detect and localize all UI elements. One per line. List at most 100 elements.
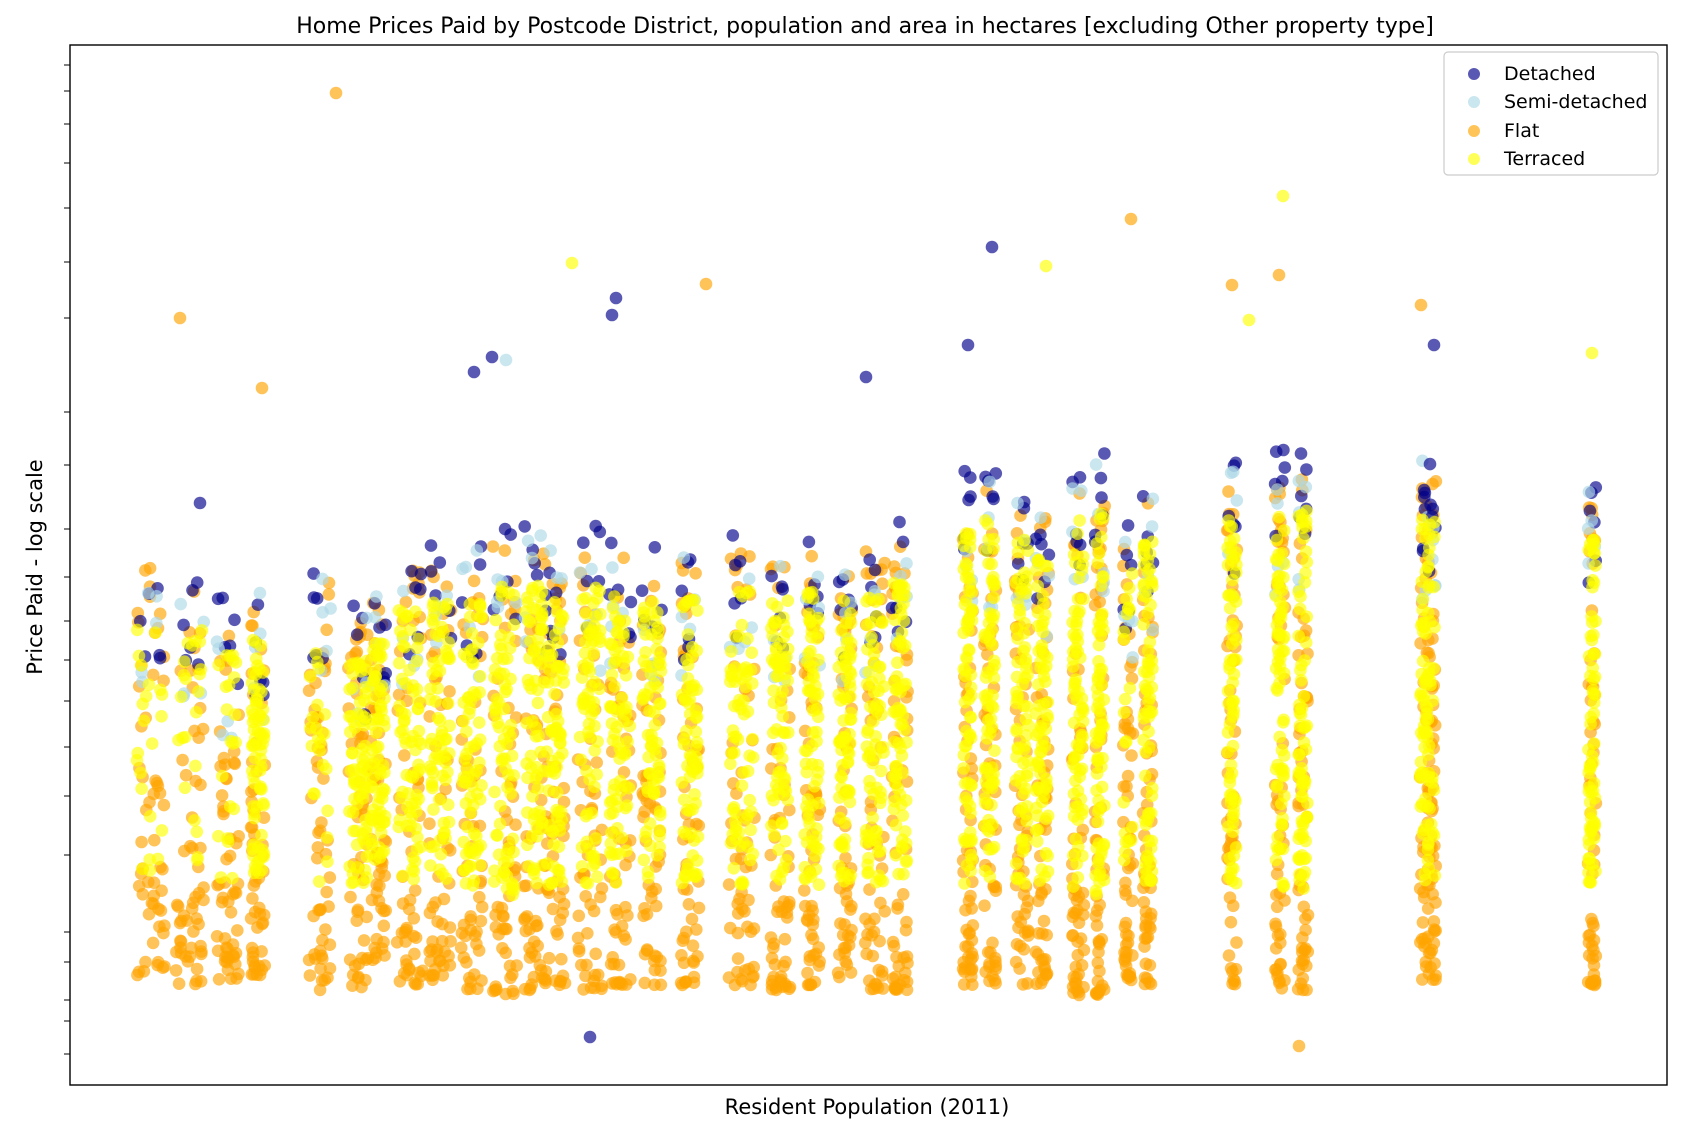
data-point-terraced bbox=[1029, 707, 1043, 720]
data-point-terraced bbox=[348, 721, 362, 734]
data-point-terraced bbox=[427, 803, 440, 816]
data-point-terraced bbox=[367, 770, 381, 783]
data-point-terraced bbox=[498, 702, 511, 716]
data-point-terraced bbox=[1229, 795, 1242, 808]
data-point-terraced bbox=[1142, 807, 1156, 820]
data-point-flat bbox=[1010, 938, 1024, 951]
data-point-terraced bbox=[1270, 533, 1284, 547]
data-point-flat bbox=[400, 954, 413, 967]
data-point-terraced bbox=[867, 656, 881, 670]
data-point-terraced bbox=[229, 736, 242, 749]
data-point-semi-detached bbox=[150, 616, 163, 630]
data-point-detached bbox=[648, 541, 662, 554]
data-point-terraced bbox=[895, 578, 909, 591]
data-point-terraced bbox=[773, 873, 787, 886]
data-point-flat bbox=[966, 919, 980, 932]
data-point-terraced bbox=[441, 697, 455, 710]
data-point-terraced bbox=[371, 713, 385, 726]
data-point-flat bbox=[957, 978, 971, 991]
data-point-terraced bbox=[1075, 728, 1089, 742]
data-point-terraced bbox=[1126, 820, 1139, 834]
data-point-terraced bbox=[1276, 842, 1290, 856]
data-point-flat bbox=[840, 958, 854, 971]
data-point-terraced bbox=[774, 691, 788, 704]
data-point-terraced bbox=[1070, 615, 1084, 628]
data-point-terraced bbox=[309, 647, 323, 660]
data-point-terraced bbox=[1013, 871, 1027, 885]
data-point-terraced bbox=[866, 756, 879, 770]
data-point-terraced bbox=[605, 866, 619, 880]
data-point-terraced bbox=[1298, 852, 1311, 866]
data-point-terraced bbox=[779, 784, 793, 798]
data-point-terraced bbox=[961, 795, 974, 808]
data-point-terraced bbox=[1011, 572, 1025, 586]
data-point-terraced bbox=[686, 849, 700, 862]
data-point-flat bbox=[317, 772, 330, 785]
data-point-terraced bbox=[188, 814, 201, 827]
data-point-terraced bbox=[398, 640, 412, 654]
data-point-terraced bbox=[896, 766, 909, 780]
data-point-flat bbox=[734, 852, 748, 866]
data-point-terraced bbox=[321, 804, 334, 818]
plot-area-frame bbox=[69, 44, 1668, 1086]
data-point-terraced bbox=[474, 839, 488, 852]
data-point-flat bbox=[518, 982, 532, 996]
data-point-semi-detached bbox=[499, 353, 513, 367]
data-point-terraced bbox=[837, 594, 851, 608]
data-point-detached bbox=[153, 648, 166, 662]
data-point-terraced bbox=[1137, 711, 1151, 725]
data-point-semi-detached bbox=[534, 529, 547, 542]
data-point-flat bbox=[1090, 919, 1104, 932]
data-point-terraced bbox=[615, 691, 629, 705]
data-point-flat bbox=[147, 876, 161, 889]
legend-label-flat: Flat bbox=[1504, 120, 1539, 142]
data-point-terraced bbox=[343, 805, 356, 818]
data-point-terraced bbox=[1122, 581, 1136, 595]
data-point-terraced bbox=[1068, 682, 1081, 696]
data-point-terraced bbox=[506, 888, 519, 902]
data-point-terraced bbox=[1031, 823, 1044, 837]
data-point-terraced bbox=[877, 680, 891, 693]
data-point-flat bbox=[1296, 931, 1309, 944]
data-point-terraced bbox=[1225, 588, 1238, 601]
data-point-flat bbox=[194, 939, 207, 953]
data-point-semi-detached bbox=[370, 590, 383, 603]
data-point-terraced bbox=[143, 864, 157, 877]
data-point-terraced bbox=[893, 788, 907, 802]
data-point-terraced bbox=[583, 695, 596, 708]
data-point-terraced bbox=[1145, 681, 1159, 694]
data-point-flat bbox=[440, 580, 454, 593]
data-point-terraced bbox=[1297, 721, 1311, 735]
data-point-terraced bbox=[307, 787, 320, 800]
data-point-terraced bbox=[306, 710, 320, 724]
data-point-terraced bbox=[801, 591, 815, 604]
data-point-terraced bbox=[1295, 790, 1308, 803]
data-point-terraced bbox=[378, 784, 391, 797]
data-point-terraced bbox=[372, 682, 386, 695]
data-point-terraced bbox=[504, 718, 518, 732]
data-point-flat bbox=[184, 839, 197, 853]
data-point-terraced bbox=[900, 736, 913, 749]
data-point-flat bbox=[1022, 924, 1035, 937]
data-point-terraced bbox=[684, 750, 698, 764]
data-point-flat bbox=[155, 884, 168, 897]
data-point-terraced bbox=[1140, 849, 1154, 863]
data-point-terraced bbox=[615, 831, 629, 844]
data-point-flat bbox=[589, 947, 602, 961]
data-point-terraced bbox=[1273, 659, 1287, 673]
data-point-terraced bbox=[134, 659, 148, 672]
data-point-terraced bbox=[957, 662, 970, 676]
data-point-terraced bbox=[1030, 835, 1044, 848]
data-point-terraced bbox=[396, 869, 409, 883]
data-point-flat bbox=[1093, 964, 1106, 978]
data-point-terraced bbox=[1272, 510, 1286, 524]
data-point-flat bbox=[765, 974, 779, 988]
data-point-flat bbox=[878, 905, 892, 918]
data-point-detached bbox=[467, 365, 481, 379]
data-point-terraced bbox=[142, 678, 156, 691]
data-point-terraced bbox=[1010, 622, 1023, 635]
data-point-terraced bbox=[735, 618, 749, 632]
data-point-detached bbox=[1277, 443, 1290, 457]
data-point-terraced bbox=[771, 770, 784, 784]
data-point-terraced bbox=[637, 606, 650, 619]
